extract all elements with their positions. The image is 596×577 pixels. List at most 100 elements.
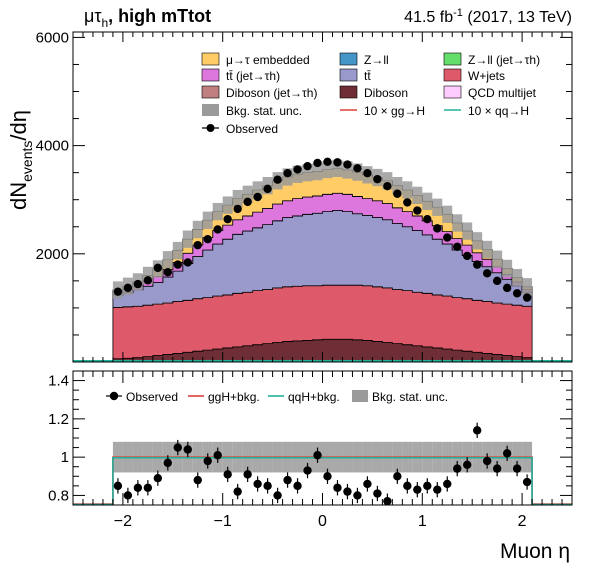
ratio-point: [343, 487, 352, 496]
observed-point: [403, 198, 412, 207]
ratio-point: [443, 479, 452, 489]
observed-point: [173, 260, 182, 269]
observed-point: [373, 174, 382, 184]
observed-point: [253, 192, 262, 202]
x-tick-label: −1: [214, 513, 232, 530]
observed-point: [293, 165, 302, 174]
stat-unc-bin: [142, 266, 153, 285]
ratio-point: [223, 470, 232, 479]
observed-point: [233, 204, 242, 214]
x-tick-label: 2: [518, 513, 527, 530]
main-y-tick-label: 6000: [36, 29, 69, 46]
main-pad: 2000 4000 6000 μ→τ embedded Z→ll Z→ll (jet→τh…: [36, 29, 573, 363]
ratio-point: [492, 464, 502, 473]
legend-swatch-diboson: [339, 85, 358, 99]
ratio-point: [303, 466, 312, 475]
legend-swatch-qcd: [443, 85, 462, 99]
main-y-tick-label: 2000: [36, 246, 69, 263]
observed-point: [113, 287, 123, 296]
legend-label-diboson: Diboson: [364, 86, 408, 100]
legend-label-zll_jet: Z→ll (jet→τh): [468, 53, 540, 67]
observed-point: [453, 242, 462, 251]
ratio-point: [403, 481, 412, 491]
ratio-point: [423, 481, 432, 491]
legend-label-qcd: QCD multijet: [468, 86, 537, 100]
stat-unc-bin: [322, 160, 333, 179]
ratio-point: [433, 485, 442, 494]
observed-point: [343, 160, 352, 169]
stat-unc-bin: [422, 192, 433, 210]
stat-unc-bin: [292, 165, 303, 183]
ratio-point: [383, 496, 392, 505]
observed-point: [303, 161, 312, 171]
stat-unc-bin: [382, 172, 393, 190]
legend-swatch-ttbar_jet: [201, 68, 220, 82]
ratio-point: [373, 489, 382, 498]
ratio-point: [363, 479, 372, 489]
ratio-point: [263, 481, 272, 491]
lumi-label: 41.5 fb-1 (2017, 13 TeV): [404, 7, 572, 26]
ratio-y-tick-label: 1: [61, 449, 69, 466]
ratio-legend-label-ggh_line: ggH+bkg.: [208, 390, 260, 404]
observed-point: [323, 157, 332, 167]
ratio-point: [113, 481, 123, 491]
ratio-point: [273, 491, 282, 500]
legend-swatch-wjets: [443, 68, 462, 82]
observed-point: [123, 283, 133, 293]
stat-unc-bin: [432, 198, 443, 216]
legend-swatch-stat_unc: [202, 104, 219, 116]
stat-unc-bin: [312, 162, 323, 181]
observed-point: [213, 225, 222, 234]
observed-point: [353, 164, 362, 173]
channel-title: μτh, high mTtot: [84, 6, 211, 30]
observed-point: [393, 189, 402, 198]
ratio-point: [253, 479, 262, 489]
stat-unc-bin: [482, 240, 493, 259]
ratio-point: [233, 487, 242, 496]
ratio-point: [243, 470, 252, 479]
x-axis-label: Muon η: [500, 540, 570, 563]
ratio-y-tick-label: 0.8: [48, 487, 69, 504]
stat-unc-bin: [302, 164, 313, 182]
observed-point: [492, 276, 502, 286]
legend-label-embedded: μ→τ embedded: [226, 53, 310, 67]
stat-unc-bin: [232, 189, 243, 208]
ratio-point: [522, 477, 532, 487]
ratio-point: [453, 464, 462, 473]
legend-label-qqh_line: 10 × qq→H: [468, 104, 529, 118]
observed-point: [223, 214, 232, 224]
ratio-point: [353, 491, 362, 500]
legend-marker-observed: [206, 124, 215, 132]
ratio-point: [183, 445, 192, 454]
observed-point: [243, 197, 252, 207]
legend-label-diboson_jet: Diboson (jet→τh): [226, 86, 317, 100]
stat-unc-bin: [162, 251, 173, 269]
legend-label-ttbar: tt̄: [364, 69, 371, 83]
legend-label-zll: Z→ll: [364, 53, 389, 67]
ratio-legend-marker-observed: [109, 391, 119, 401]
stat-unc-bin: [462, 222, 473, 240]
observed-point: [163, 267, 173, 277]
legend-label-wjets: W+jets: [468, 69, 505, 83]
stat-unc-bin: [192, 220, 203, 239]
stat-unc-bin: [402, 181, 413, 199]
ratio-legend-swatch-stat_unc: [352, 390, 368, 402]
ratio-point: [143, 483, 153, 492]
legend-label-ttbar_jet: tt̄ (jet→τh): [226, 69, 280, 83]
observed-point: [502, 283, 512, 293]
x-tick-label: 1: [418, 513, 427, 530]
main-y-tick-label: 4000: [36, 138, 69, 155]
stat-unc-bin: [412, 186, 423, 205]
ratio-point: [193, 475, 202, 485]
observed-point: [203, 234, 212, 244]
x-tick-label: 0: [318, 513, 327, 530]
ratio-point: [133, 483, 143, 492]
observed-point: [363, 168, 372, 178]
observed-point: [383, 181, 392, 191]
observed-point: [443, 233, 452, 242]
stat-unc-bin: [452, 214, 463, 232]
ratio-y-tick-label: 1.2: [48, 411, 69, 428]
ratio-pad: 0.8 1 1.2 1.4 −2 −1 0 1 2 Observed ggH+bkg. qqH+bkg…: [48, 370, 573, 530]
observed-point: [283, 168, 292, 178]
observed-point: [413, 206, 422, 215]
